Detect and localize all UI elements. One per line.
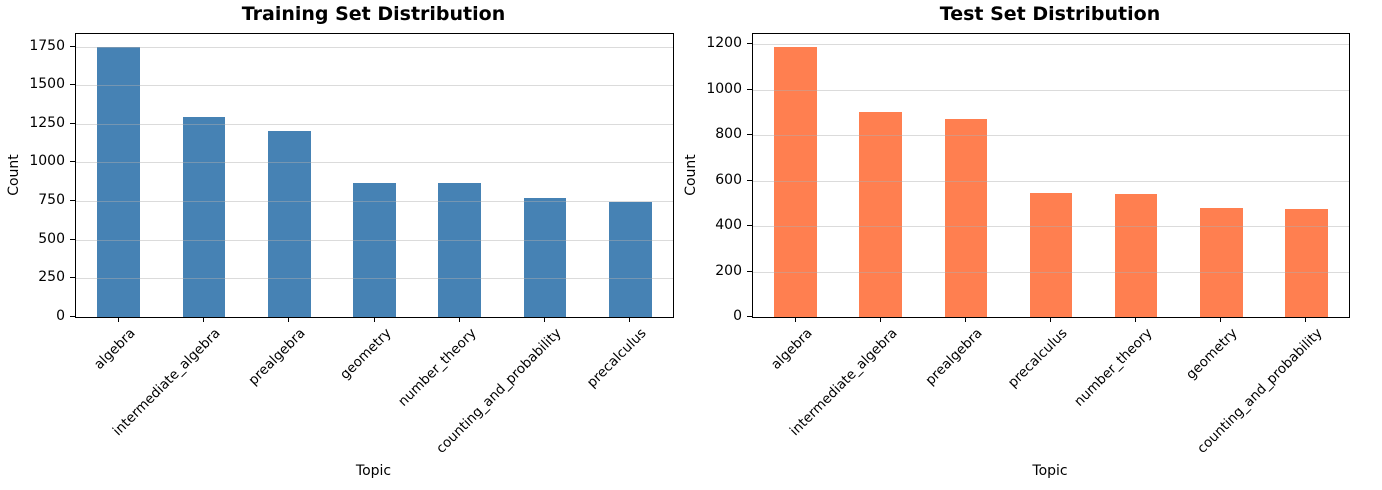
y-tick-mark [747,179,752,181]
y-tick-mark [70,238,75,240]
y-tick-mark [70,161,75,163]
y-tick-label: 200 [715,262,742,279]
y-tick-mark [747,270,752,272]
y-tick-mark [70,277,75,279]
y-tick-label: 1500 [29,76,65,93]
test-chart-title: Test Set Distribution [939,3,1161,25]
bar-intermediate_algebra [859,111,902,317]
x-tick-mark [544,317,546,322]
x-tick-mark [1050,317,1051,322]
x-tick-mark [117,317,119,322]
x-tick-mark [1305,317,1307,322]
bar-geometry [1200,208,1243,317]
bar-counting_and_probability [523,197,567,317]
y-tick-label: 250 [38,269,65,286]
gridline-1000 [753,89,1349,91]
y-tick-label: 800 [715,126,742,143]
bar-number_theory [438,182,482,317]
bar-prealgebra [267,130,311,317]
gridline-1750 [76,46,673,48]
y-tick-mark [747,225,752,227]
training-x-axis-label: Topic [355,463,392,479]
gridline-1500 [76,85,673,87]
y-tick-label: 1250 [29,114,65,131]
gridline-500 [76,239,673,241]
x-tick-mark [629,317,631,322]
gridline-800 [753,135,1349,137]
x-tick-mark [373,317,375,322]
training-plot-area [75,33,674,318]
y-tick-label: 0 [733,308,742,324]
y-tick-mark [70,84,75,86]
bar-geometry [353,182,396,317]
y-tick-mark [747,88,752,90]
bar-algebra [97,47,140,317]
gridline-200 [753,271,1349,273]
y-tick-label: 1000 [706,80,742,97]
y-tick-label: 0 [56,308,65,324]
y-tick-label: 400 [715,217,742,234]
x-tick-label-algebra: algebra [767,325,816,373]
y-tick-label: 500 [38,230,65,247]
y-tick-label: 1200 [706,35,742,52]
bar-algebra [774,47,817,317]
gridline-600 [753,180,1349,182]
x-tick-mark [1135,317,1137,322]
x-tick-mark [458,317,460,322]
bar-intermediate_algebra [182,116,226,317]
y-tick-mark [70,122,75,124]
bar-precalculus [609,201,652,317]
bar-prealgebra [944,119,988,317]
x-tick-mark [1220,317,1222,322]
y-tick-mark [70,45,75,47]
x-tick-mark [288,317,290,322]
x-tick-mark [794,317,796,322]
y-tick-mark [747,134,752,136]
y-tick-mark [747,43,752,45]
gridline-250 [76,278,673,280]
test-x-axis-label: Topic [1032,463,1068,479]
bar-number_theory [1114,194,1158,317]
y-tick-label: 1750 [29,37,65,54]
bar-precalculus [1029,193,1073,317]
training-chart-title: Training Set Distribution [241,3,506,25]
x-tick-mark [964,317,966,322]
y-tick-label: 1000 [29,153,65,170]
x-tick-mark [202,317,204,322]
y-tick-label: 750 [38,192,65,209]
bar-counting_and_probability [1285,209,1328,317]
test-plot-area [752,33,1350,318]
gridline-1000 [76,162,673,164]
x-tick-label-algebra: algebra [90,325,139,373]
gridline-1200 [753,44,1349,46]
gridline-750 [76,201,673,203]
y-tick-mark [747,316,752,317]
gridline-400 [753,226,1349,228]
gridline-1250 [76,123,673,125]
y-tick-mark [70,316,75,317]
y-tick-mark [70,200,75,202]
x-tick-mark [879,317,881,322]
y-tick-label: 600 [715,171,742,188]
